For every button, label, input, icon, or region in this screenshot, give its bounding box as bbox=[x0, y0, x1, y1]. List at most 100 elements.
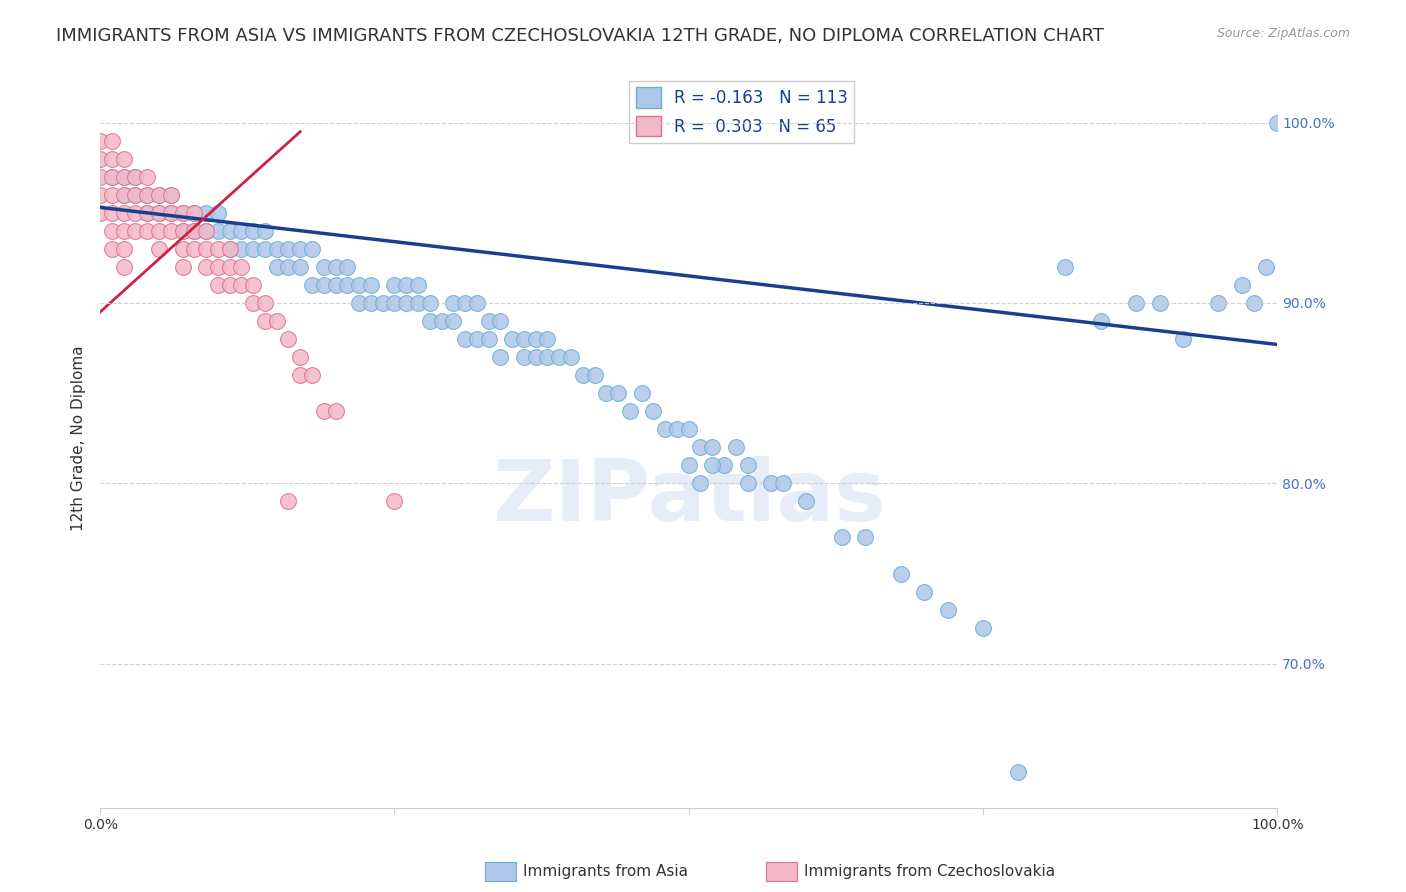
Point bbox=[136, 206, 159, 220]
Point bbox=[112, 206, 135, 220]
Point bbox=[266, 260, 288, 274]
Point bbox=[454, 332, 477, 346]
Point bbox=[1171, 332, 1194, 346]
Point bbox=[454, 296, 477, 310]
Point bbox=[489, 350, 512, 364]
Point bbox=[772, 476, 794, 491]
Point bbox=[796, 494, 818, 508]
Point bbox=[266, 314, 288, 328]
Point bbox=[325, 404, 347, 418]
Point bbox=[478, 314, 501, 328]
Point bbox=[112, 242, 135, 256]
Point bbox=[101, 224, 124, 238]
Text: Immigrants from Czechoslovakia: Immigrants from Czechoslovakia bbox=[804, 864, 1056, 879]
Point bbox=[441, 296, 464, 310]
Point bbox=[630, 386, 652, 401]
Point bbox=[406, 296, 429, 310]
Point bbox=[136, 224, 159, 238]
Point bbox=[678, 422, 700, 436]
Point bbox=[301, 242, 323, 256]
Point bbox=[360, 277, 382, 292]
Point bbox=[218, 260, 240, 274]
Point bbox=[689, 440, 711, 454]
Point bbox=[643, 404, 665, 418]
Point bbox=[384, 494, 406, 508]
Point bbox=[101, 152, 124, 166]
Point bbox=[290, 368, 312, 383]
Point bbox=[1125, 296, 1147, 310]
Point bbox=[218, 242, 240, 256]
Point bbox=[231, 224, 253, 238]
Point bbox=[159, 187, 181, 202]
Point bbox=[277, 242, 299, 256]
Point bbox=[159, 187, 181, 202]
Point bbox=[1254, 260, 1277, 274]
Point bbox=[325, 260, 347, 274]
Text: IMMIGRANTS FROM ASIA VS IMMIGRANTS FROM CZECHOSLOVAKIA 12TH GRADE, NO DIPLOMA CO: IMMIGRANTS FROM ASIA VS IMMIGRANTS FROM … bbox=[56, 27, 1104, 45]
Point bbox=[101, 169, 124, 184]
Point bbox=[713, 458, 735, 473]
Legend: R = -0.163   N = 113, R =  0.303   N = 65: R = -0.163 N = 113, R = 0.303 N = 65 bbox=[628, 80, 855, 143]
Point bbox=[325, 277, 347, 292]
Point bbox=[218, 242, 240, 256]
Point bbox=[277, 260, 299, 274]
Point bbox=[124, 224, 146, 238]
Point bbox=[301, 277, 323, 292]
Point bbox=[1208, 296, 1230, 310]
Point bbox=[360, 296, 382, 310]
Point bbox=[101, 242, 124, 256]
Point bbox=[702, 440, 724, 454]
Text: Immigrants from Asia: Immigrants from Asia bbox=[523, 864, 688, 879]
Point bbox=[148, 206, 170, 220]
Point bbox=[159, 206, 181, 220]
Point bbox=[253, 314, 276, 328]
Y-axis label: 12th Grade, No Diploma: 12th Grade, No Diploma bbox=[72, 345, 86, 531]
Point bbox=[183, 206, 205, 220]
Point bbox=[689, 476, 711, 491]
Point bbox=[513, 350, 536, 364]
Point bbox=[465, 296, 488, 310]
Point bbox=[195, 260, 218, 274]
Point bbox=[112, 152, 135, 166]
Point bbox=[89, 134, 111, 148]
Point bbox=[583, 368, 606, 383]
Point bbox=[148, 187, 170, 202]
Point bbox=[159, 206, 181, 220]
Point bbox=[312, 260, 335, 274]
Point bbox=[336, 260, 359, 274]
Point bbox=[124, 169, 146, 184]
Point bbox=[524, 350, 547, 364]
Point bbox=[1054, 260, 1077, 274]
Point bbox=[253, 224, 276, 238]
Point bbox=[136, 206, 159, 220]
Point bbox=[89, 152, 111, 166]
Point bbox=[737, 476, 759, 491]
Point bbox=[312, 277, 335, 292]
Point bbox=[89, 206, 111, 220]
Point bbox=[136, 169, 159, 184]
Point bbox=[195, 206, 218, 220]
Point bbox=[347, 277, 370, 292]
Point bbox=[124, 187, 146, 202]
Point bbox=[101, 187, 124, 202]
Point bbox=[159, 224, 181, 238]
Point bbox=[195, 224, 218, 238]
Point bbox=[371, 296, 394, 310]
Point bbox=[972, 621, 994, 635]
Text: Source: ZipAtlas.com: Source: ZipAtlas.com bbox=[1216, 27, 1350, 40]
Point bbox=[112, 260, 135, 274]
Point bbox=[406, 277, 429, 292]
Point bbox=[218, 277, 240, 292]
Point bbox=[654, 422, 676, 436]
Point bbox=[384, 296, 406, 310]
Point bbox=[301, 368, 323, 383]
Point bbox=[465, 332, 488, 346]
Point bbox=[277, 494, 299, 508]
Point bbox=[231, 260, 253, 274]
Point bbox=[853, 531, 876, 545]
Point bbox=[253, 242, 276, 256]
Point bbox=[1265, 115, 1288, 129]
Point bbox=[560, 350, 582, 364]
Point bbox=[253, 296, 276, 310]
Text: ZIPatlas: ZIPatlas bbox=[492, 456, 886, 539]
